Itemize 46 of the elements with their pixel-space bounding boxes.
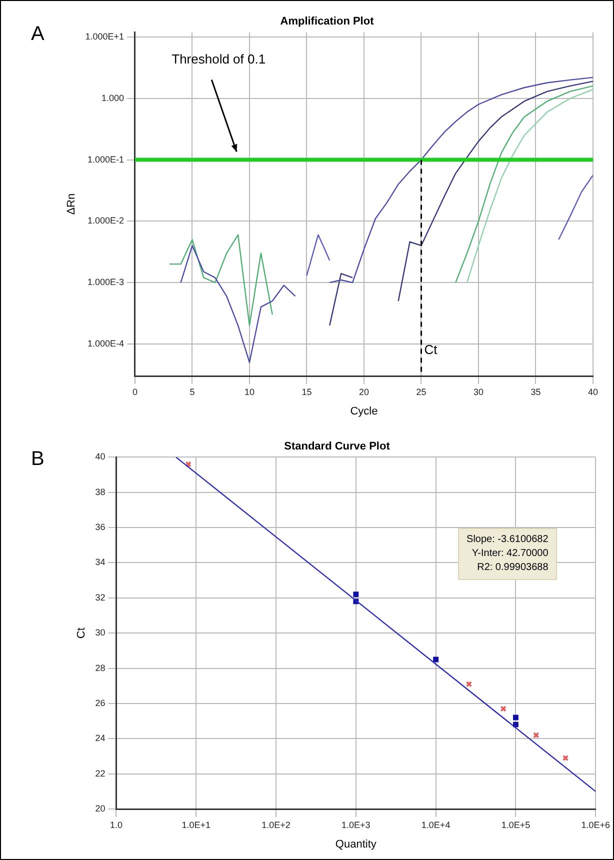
y-tick-label: 40 — [95, 452, 106, 462]
y-tick-label: 1.000E-1 — [87, 154, 124, 164]
annotation: Slope: -3.6100682 — [466, 532, 548, 547]
y-tick-label: 22 — [95, 768, 106, 778]
y-tick-label: 1.000E-4 — [87, 338, 124, 348]
x-tick-label: 40 — [588, 386, 598, 397]
x-tick-label: 25 — [416, 386, 426, 397]
x-axis-title: Cycle — [350, 405, 378, 418]
y-tick-label: 38 — [95, 486, 106, 497]
x-tick-label: 35 — [530, 386, 541, 397]
y-tick-label: 28 — [95, 662, 106, 673]
y-tick-label: 1.000E+1 — [85, 32, 124, 42]
annotation: R2: 0.99903688 — [476, 560, 548, 575]
ref-line-label: Threshold of 0.1 — [172, 51, 266, 66]
y-tick-label: 34 — [95, 557, 106, 568]
y-tick-label: 20 — [95, 803, 106, 814]
y-tick-label: 36 — [95, 522, 106, 532]
x-tick-label: 1.0E+1 — [182, 820, 210, 830]
y-tick-label: 26 — [95, 698, 106, 708]
x-tick-label: 0 — [132, 386, 138, 397]
y-tick-label: 1.000 — [101, 92, 124, 103]
x-tick-label: 1.0E+5 — [501, 820, 530, 830]
annotation: Y-Inter: 42.70000 — [470, 546, 548, 561]
text: A — [31, 23, 44, 46]
y-axis-title: Ct — [76, 628, 88, 639]
y-tick-label: 32 — [95, 592, 106, 602]
chart-title: Standard Curve Plot — [284, 440, 390, 453]
x-tick-label: 1.0 — [110, 820, 122, 830]
x-tick-label: 15 — [302, 386, 312, 397]
x-tick-label: 1.0E+2 — [262, 820, 290, 830]
chart-title: Amplification Plot — [280, 16, 374, 28]
y-tick-label: 1.000E-3 — [87, 277, 124, 288]
y-tick-label: 1.000E-2 — [87, 216, 124, 226]
x-tick-label: 1.0E+3 — [342, 820, 370, 830]
x-axis-title: Quantity — [335, 838, 377, 850]
x-tick-label: 1.0E+4 — [421, 820, 450, 830]
x-tick-label: 20 — [358, 386, 369, 397]
y-tick-label: 24 — [95, 733, 106, 744]
y-axis-title: ΔRn — [66, 193, 78, 215]
x-tick-label: 1.0E+6 — [581, 820, 610, 830]
x-tick-label: 5 — [190, 386, 195, 397]
x-tick-label: 30 — [473, 386, 484, 397]
text: B — [31, 448, 44, 471]
y-tick-label: 30 — [95, 628, 106, 638]
x-tick-label: 10 — [244, 386, 254, 397]
ref-line-label: Ct — [424, 342, 438, 357]
